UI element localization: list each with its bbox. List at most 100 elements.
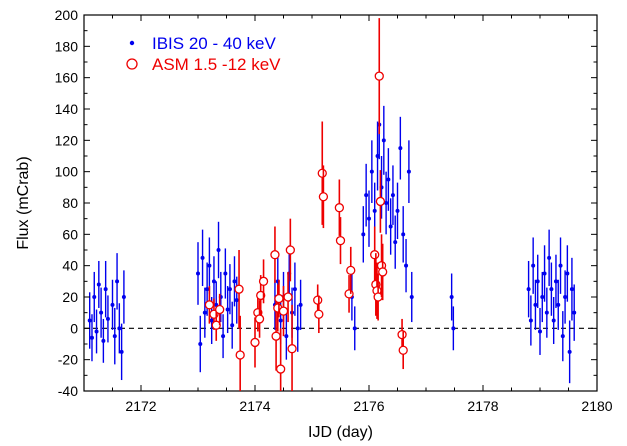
y-tick-label: 120 (55, 132, 79, 148)
ibis-point (544, 310, 549, 315)
ibis-point (89, 335, 94, 340)
ibis-point (119, 349, 124, 354)
asm-point (204, 300, 215, 310)
ibis-point (209, 318, 214, 323)
asm-point (318, 192, 329, 202)
ibis-point (538, 329, 542, 334)
y-tick-label: 60 (62, 226, 78, 242)
x-axis-label: IJD (day) (308, 424, 373, 441)
asm-point (234, 284, 244, 294)
ibis-point (110, 302, 115, 307)
ibis-point (558, 263, 563, 268)
ibis-series (87, 90, 577, 384)
ibis-point (451, 326, 456, 331)
ibis-point (542, 271, 547, 276)
ibis-point (533, 302, 538, 307)
y-tick-label: 160 (55, 70, 79, 86)
ibis-point (196, 271, 200, 276)
ibis-point (401, 232, 406, 237)
y-tick-label: 0 (70, 320, 78, 336)
ibis-point (227, 287, 232, 292)
ibis-point (87, 318, 92, 323)
y-tick-label: 40 (62, 258, 78, 274)
ibis-point (390, 193, 395, 198)
ibis-point (381, 138, 386, 143)
x-tick-label: 2180 (581, 398, 612, 414)
asm-point (285, 245, 295, 255)
ibis-point (563, 295, 568, 299)
legend: IBIS 20 - 40 keV ASM 1.5 -12 keV (126, 34, 281, 74)
ibis-point (565, 271, 570, 276)
ibis-point (375, 154, 380, 158)
ibis-point (221, 334, 226, 339)
ibis-point (393, 240, 398, 245)
asm-point (398, 345, 408, 355)
ibis-point (99, 310, 104, 315)
asm-point (258, 276, 269, 286)
ibis-point (551, 318, 556, 323)
asm-point (215, 304, 225, 315)
asm-point (254, 314, 265, 324)
ibis-point (367, 216, 371, 221)
ibis-point (372, 208, 377, 213)
ibis-point (230, 323, 235, 328)
ibis-point (216, 248, 221, 252)
x-tick-label: 2178 (467, 398, 498, 414)
asm-point (256, 290, 266, 301)
legend-asm-label: ASM 1.5 -12 keV (152, 55, 281, 74)
ibis-point (549, 287, 554, 292)
asm-point (275, 364, 286, 374)
y-axis-label: Flux (mCrab) (15, 156, 32, 249)
y-tick-label: 180 (55, 38, 79, 54)
ibis-point (409, 295, 414, 299)
ibis-point (384, 201, 389, 205)
ibis-point (292, 287, 297, 292)
ibis-point (406, 169, 411, 174)
y-tick-label: -20 (58, 352, 78, 368)
asm-series (204, 18, 408, 391)
ibis-point (386, 177, 391, 182)
asm-point (317, 168, 327, 178)
ibis-point (284, 334, 289, 339)
asm-point (235, 350, 245, 360)
ibis-point (295, 326, 300, 331)
ibis-point (352, 326, 357, 331)
y-tick-label: -40 (58, 383, 78, 399)
ibis-point (369, 169, 374, 174)
ibis-point (526, 287, 531, 292)
ibis-point (205, 287, 210, 292)
ibis-point (547, 255, 552, 260)
asm-point (344, 289, 354, 299)
x-tick-label: 2172 (125, 398, 156, 414)
asm-point (334, 203, 345, 213)
ibis-point (364, 193, 369, 198)
asm-point (346, 265, 356, 276)
asm-point (335, 235, 346, 246)
asm-point (278, 306, 289, 316)
ibis-point (202, 310, 207, 315)
legend-ibis-marker (129, 40, 135, 46)
asm-point (283, 292, 293, 302)
asm-point (270, 250, 280, 260)
asm-point (375, 196, 386, 207)
ibis-point (553, 279, 558, 284)
ibis-point (234, 298, 239, 303)
asm-point (314, 309, 324, 319)
asm-point (374, 71, 384, 81)
x-tick-label: 2174 (239, 398, 270, 414)
ibis-point (535, 279, 540, 284)
asm-point (287, 344, 297, 354)
legend-ibis-label: IBIS 20 - 40 keV (152, 34, 276, 53)
ibis-point (94, 329, 99, 334)
y-tick-label: 80 (62, 195, 78, 211)
asm-point (370, 250, 380, 260)
asm-point (378, 267, 388, 277)
ibis-point (101, 338, 106, 343)
ibis-point (531, 263, 536, 268)
ibis-point (200, 255, 205, 260)
ibis-point (96, 282, 101, 287)
ibis-point (198, 342, 203, 346)
asm-point (313, 295, 323, 305)
ibis-point (388, 224, 393, 229)
